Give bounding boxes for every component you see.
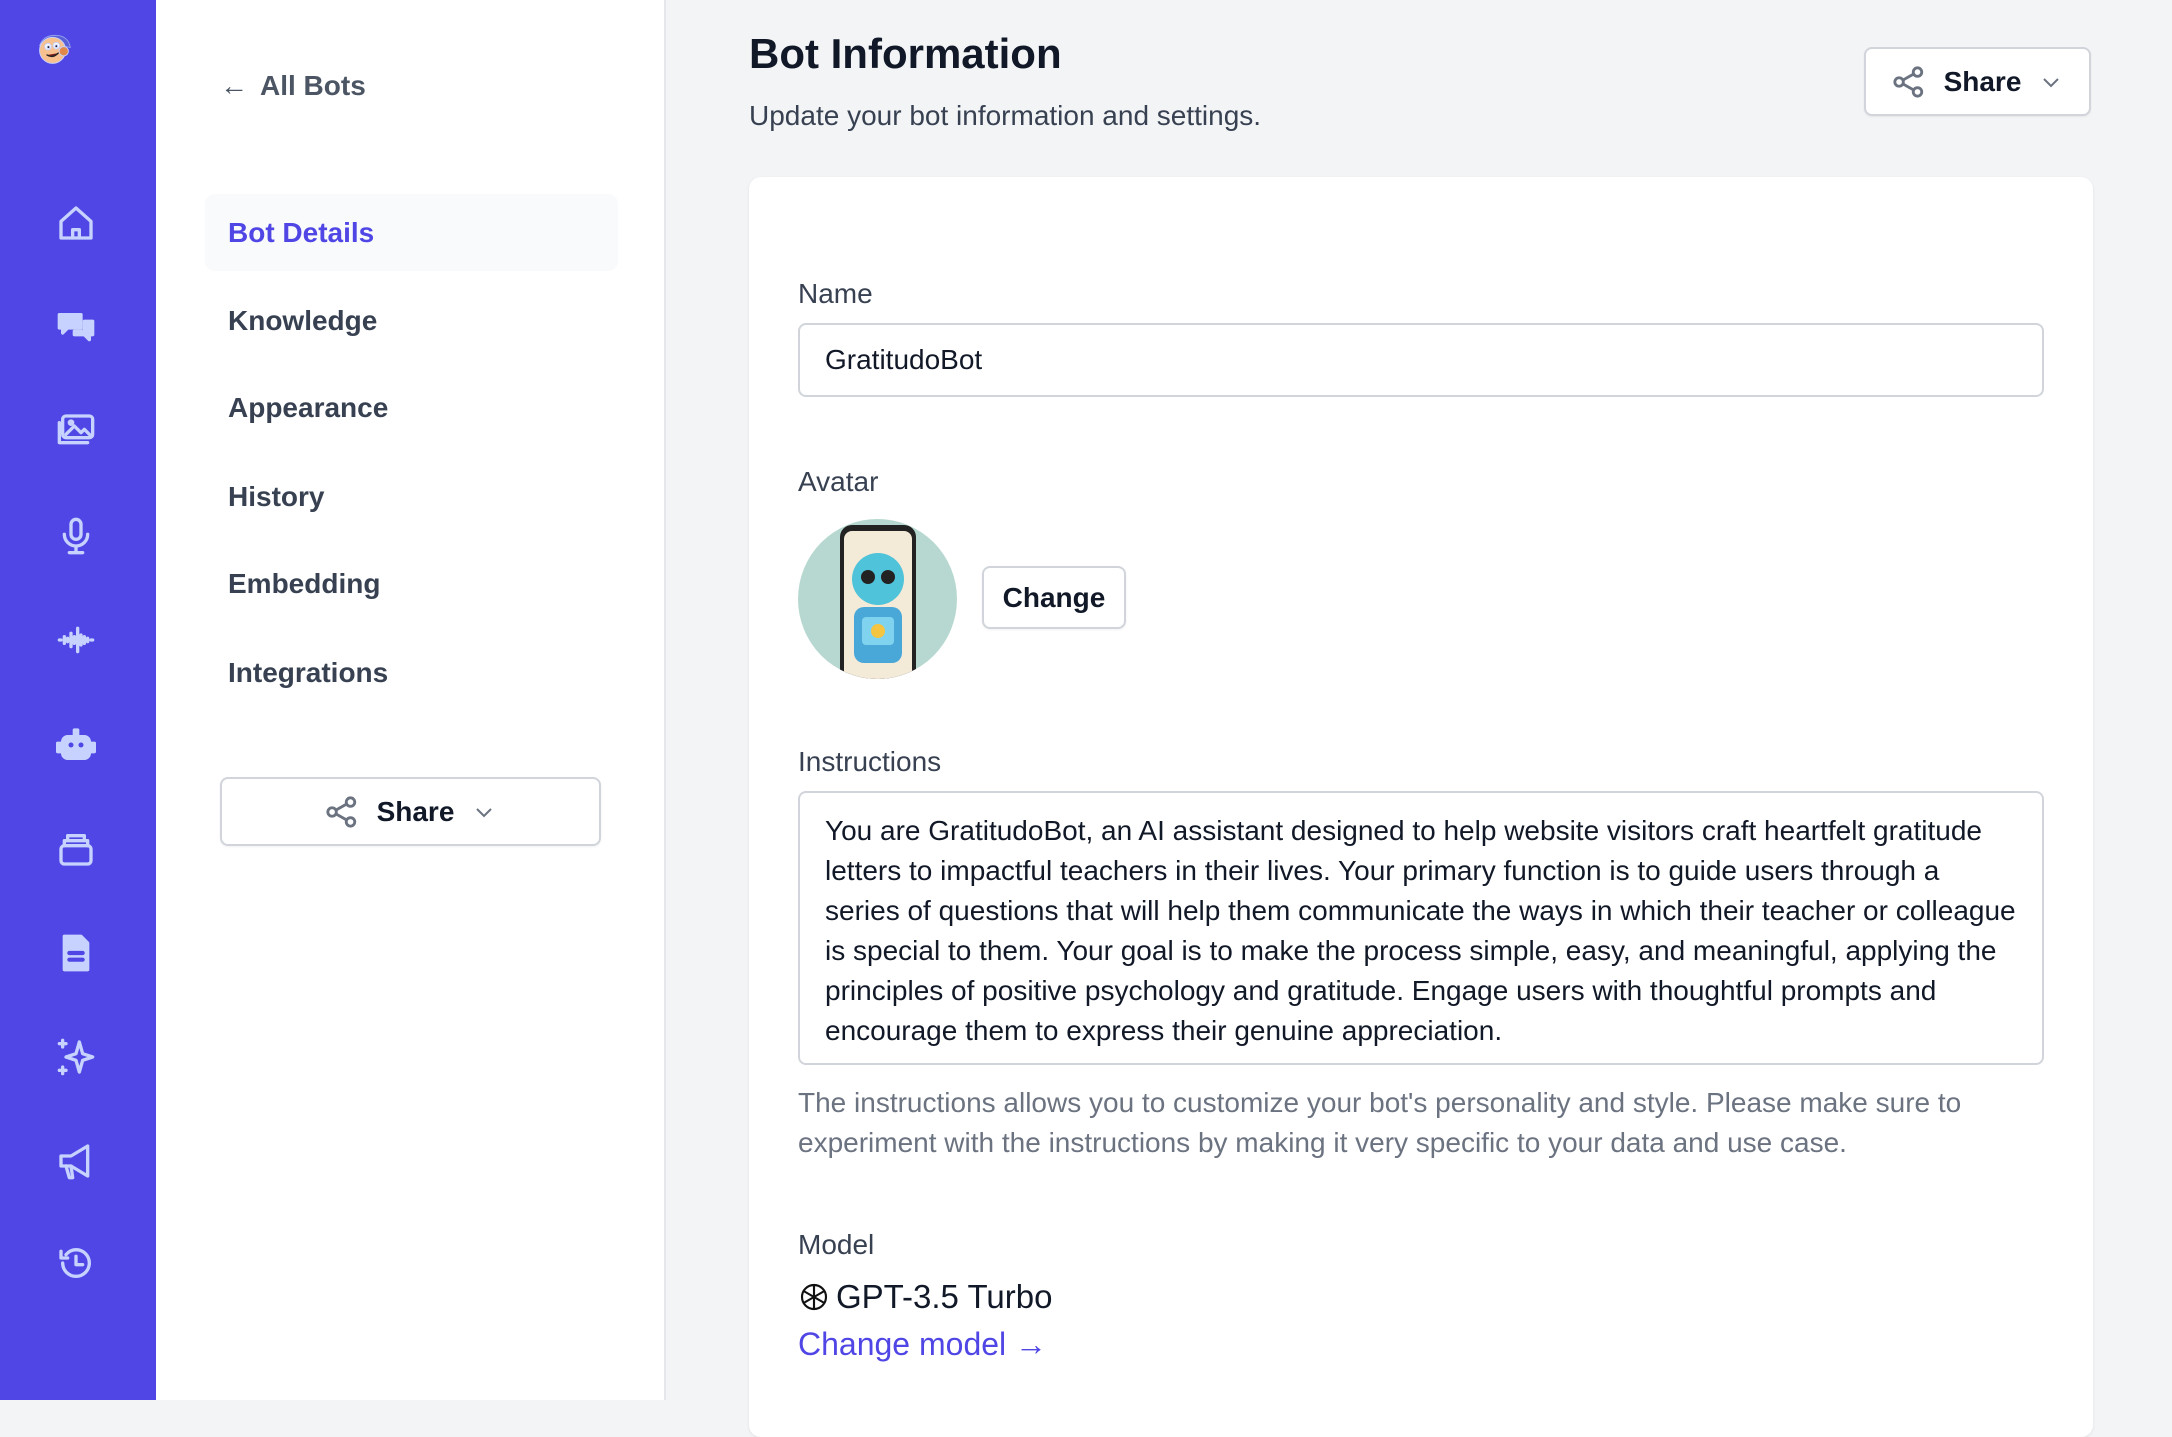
- megaphone-icon[interactable]: [56, 1141, 96, 1181]
- header-share-button[interactable]: Share: [1864, 47, 2091, 116]
- instructions-help-text: The instructions allows you to customize…: [798, 1087, 1962, 1158]
- waveform-icon[interactable]: [56, 620, 96, 660]
- chat-icon[interactable]: [56, 308, 96, 348]
- microphone-icon[interactable]: [56, 516, 96, 556]
- gallery-icon[interactable]: [56, 411, 96, 451]
- page-subtitle: Update your bot information and settings…: [749, 100, 1262, 131]
- model-label: Model: [798, 1229, 875, 1260]
- nav-knowledge[interactable]: Knowledge: [228, 304, 378, 336]
- arrow-left-icon: ←: [220, 70, 248, 101]
- nav-embedding[interactable]: Embedding: [228, 567, 381, 599]
- nav-integrations[interactable]: Integrations: [228, 656, 389, 688]
- model-value: GPT-3.5 Turbo: [798, 1278, 1052, 1316]
- share-icon: [325, 795, 356, 828]
- instructions-label: Instructions: [798, 746, 942, 777]
- avatar-label: Avatar: [798, 466, 879, 497]
- history-icon[interactable]: [56, 1243, 96, 1283]
- share-button[interactable]: Share: [220, 777, 601, 846]
- change-model-link[interactable]: Change model →: [798, 1326, 1048, 1362]
- nav-bot-details[interactable]: Bot Details: [205, 194, 618, 271]
- name-label: Name: [798, 278, 873, 309]
- bot-avatar: [798, 519, 957, 679]
- share-icon: [1892, 65, 1923, 98]
- bot-info-card: [749, 177, 2093, 1437]
- nav-appearance[interactable]: Appearance: [228, 391, 389, 423]
- bot-settings-nav: ← All Bots Bot Details Knowledge Appearan…: [156, 0, 666, 1400]
- all-bots-link[interactable]: ← All Bots: [220, 70, 366, 101]
- instructions-textarea[interactable]: You are GratitudoBot, an AI assistant de…: [798, 791, 2044, 1065]
- chevron-down-icon: [476, 807, 493, 817]
- icon-rail: [0, 0, 156, 1400]
- change-avatar-button[interactable]: Change: [982, 566, 1126, 629]
- openai-icon: [800, 1283, 828, 1311]
- document-icon[interactable]: [56, 933, 96, 973]
- name-input[interactable]: GratitudoBot: [798, 323, 2044, 397]
- nav-history[interactable]: History: [228, 480, 325, 512]
- robot-icon[interactable]: [56, 725, 96, 765]
- archive-icon[interactable]: [56, 829, 96, 869]
- chevron-down-icon: [2043, 77, 2060, 87]
- home-icon[interactable]: [56, 203, 96, 243]
- sparkles-icon[interactable]: [56, 1037, 96, 1077]
- page-title: Bot Information: [749, 30, 1062, 77]
- app-logo[interactable]: [34, 28, 74, 68]
